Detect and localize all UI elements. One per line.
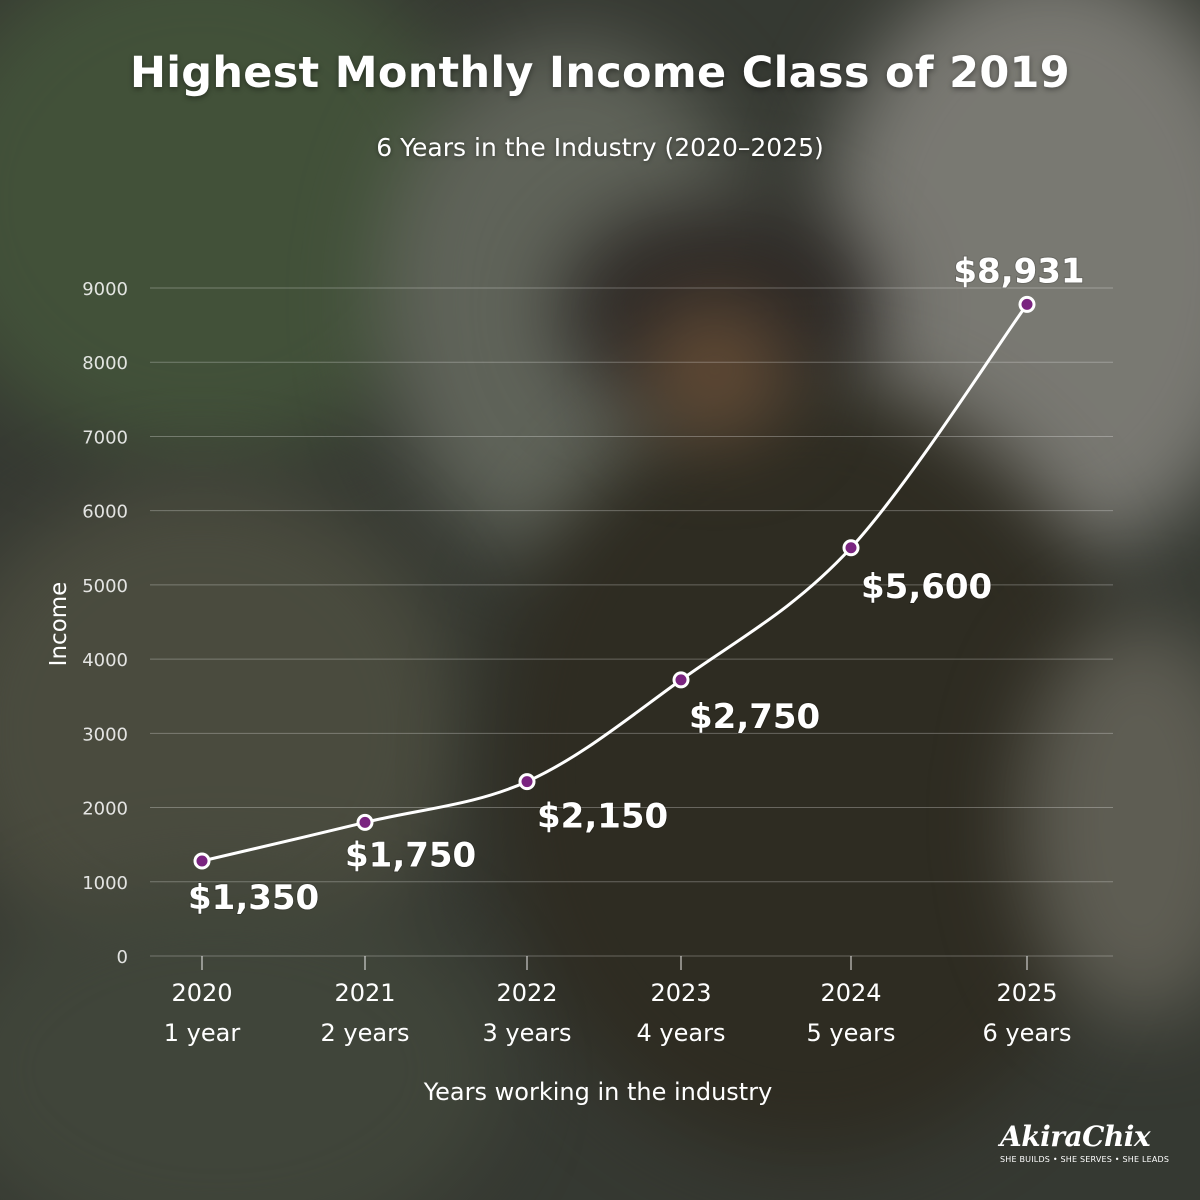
- x-axis-label: Years working in the industry: [423, 1078, 773, 1106]
- y-tick-label: 8000: [82, 353, 128, 374]
- data-label: $1,350: [188, 878, 319, 918]
- data-point: [358, 815, 372, 829]
- x-axis-ticks: 2020 1 year 2021 2 years 2022 3 years 2023 4 ye…: [164, 956, 1072, 1047]
- data-point: [520, 775, 534, 789]
- x-tick-sublabel: 5 years: [807, 1019, 896, 1047]
- data-point: [1020, 297, 1034, 311]
- x-tick-sublabel: 6 years: [983, 1019, 1072, 1047]
- y-axis-ticks: 0 1000 2000 3000 4000 5000 6000 7000 8000 9000: [82, 279, 128, 968]
- akirachix-logo: AkiraChix SHE BUILDS • SHE SERVES • SHE …: [1000, 1122, 1150, 1164]
- y-tick-label: 6000: [82, 502, 128, 523]
- y-tick-label: 1000: [82, 873, 128, 894]
- data-label: $1,750: [345, 835, 476, 875]
- y-axis-label: Income: [46, 582, 72, 667]
- logo-tagline: SHE BUILDS • SHE SERVES • SHE LEADS: [1000, 1155, 1150, 1164]
- y-tick-label: 4000: [82, 650, 128, 671]
- x-tick-label: 2024: [820, 979, 881, 1007]
- x-tick-sublabel: 4 years: [637, 1019, 726, 1047]
- data-point: [195, 854, 209, 868]
- y-tick-label: 3000: [82, 724, 128, 745]
- data-point: [844, 541, 858, 555]
- x-tick-label: 2023: [650, 979, 711, 1007]
- x-tick-label: 2021: [334, 979, 395, 1007]
- x-tick-sublabel: 1 year: [164, 1019, 241, 1047]
- data-label: $2,150: [537, 797, 668, 837]
- data-label: $8,931: [953, 251, 1084, 291]
- x-tick-sublabel: 3 years: [483, 1019, 572, 1047]
- data-point: [674, 673, 688, 687]
- y-tick-label: 7000: [82, 427, 128, 448]
- y-tick-label: 5000: [82, 576, 128, 597]
- x-tick-label: 2020: [171, 979, 232, 1007]
- logo-wordmark: AkiraChix: [1000, 1122, 1150, 1152]
- x-tick-sublabel: 2 years: [321, 1019, 410, 1047]
- x-tick-label: 2025: [996, 979, 1057, 1007]
- y-tick-label: 2000: [82, 799, 128, 820]
- y-tick-label: 0: [117, 947, 128, 968]
- x-tick-label: 2022: [496, 979, 557, 1007]
- data-label: $5,600: [861, 567, 992, 607]
- y-tick-label: 9000: [82, 279, 128, 300]
- data-label: $2,750: [689, 697, 820, 737]
